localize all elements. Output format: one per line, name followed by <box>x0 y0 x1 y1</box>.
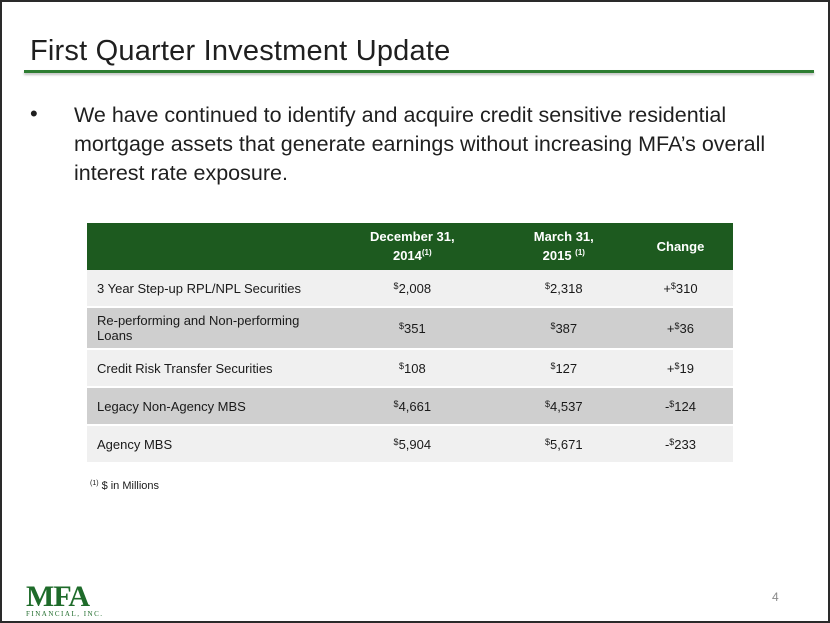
table-row: Legacy Non-Agency MBS $4,661 $4,537 -$124 <box>87 386 733 425</box>
header-dec-footnote: (1) <box>421 248 432 257</box>
cell-change: -$124 <box>627 386 733 425</box>
table-header-row: December 31, 2014(1) March 31, 2015 (1) … <box>87 223 733 270</box>
currency-symbol: $ <box>550 320 556 331</box>
currency-symbol: $ <box>669 436 675 447</box>
cell-value: 351 <box>403 320 426 336</box>
header-change: Change <box>627 223 733 270</box>
investment-table: December 31, 2014(1) March 31, 2015 (1) … <box>87 223 733 462</box>
bullet-text: We have continued to identify and acquir… <box>74 103 766 185</box>
change-value: 233 <box>674 436 696 452</box>
table-body: 3 Year Step-up RPL/NPL Securities $2,008 $… <box>87 270 733 462</box>
header-mar-line2: 2015 <box>542 248 576 263</box>
header-december-2014: December 31, 2014(1) <box>325 223 500 270</box>
cell-mar-2015: $4,537 <box>499 386 628 425</box>
currency-symbol: $ <box>393 280 399 291</box>
currency-symbol: $ <box>674 360 680 371</box>
currency-symbol: $ <box>393 436 399 447</box>
currency-symbol: $ <box>545 398 551 409</box>
cell-mar-2015: $127 <box>499 348 628 387</box>
change-sign: + <box>666 360 675 376</box>
row-label: Re-performing and Non-performing Loans <box>87 306 325 349</box>
slide-title: First Quarter Investment Update <box>30 35 451 67</box>
cell-value: 2,008 <box>398 280 432 296</box>
bullet-icon: • <box>30 101 38 126</box>
table-row: Agency MBS $5,904 $5,671 -$233 <box>87 424 733 462</box>
footnote-marker: (1) <box>90 480 99 487</box>
footnote: (1) $ in Millions <box>90 480 159 492</box>
cell-value: 127 <box>555 360 578 376</box>
cell-value: 2,318 <box>550 280 583 296</box>
cell-dec-2014: $351 <box>325 306 500 349</box>
table-row: Credit Risk Transfer Securities $108 $127 +… <box>87 348 733 387</box>
cell-mar-2015: $5,671 <box>499 424 628 462</box>
cell-value: 4,661 <box>398 398 432 414</box>
cell-mar-2015: $2,318 <box>499 270 628 307</box>
currency-symbol: $ <box>545 280 551 291</box>
currency-symbol: $ <box>669 398 675 409</box>
change-value: 36 <box>679 320 694 336</box>
row-label: 3 Year Step-up RPL/NPL Securities <box>87 270 325 307</box>
cell-dec-2014: $108 <box>325 348 500 387</box>
header-dec-line2: 2014 <box>392 248 422 263</box>
currency-symbol: $ <box>670 280 676 291</box>
bullet-point: • We have continued to identify and acqu… <box>30 101 790 188</box>
cell-value: 5,671 <box>550 436 583 452</box>
footnote-text: $ in Millions <box>101 480 160 492</box>
currency-symbol: $ <box>398 360 404 371</box>
logo-subtitle: FINANCIAL, INC. <box>26 610 104 618</box>
table-row: 3 Year Step-up RPL/NPL Securities $2,008 $… <box>87 270 733 307</box>
change-sign: - <box>664 398 670 414</box>
cell-change: -$233 <box>627 424 733 462</box>
logo-wordmark: MFA <box>26 580 90 613</box>
change-sign: - <box>664 436 670 452</box>
change-sign: + <box>666 320 675 336</box>
row-label: Agency MBS <box>87 424 325 462</box>
header-dec-line1: December 31, <box>370 229 455 244</box>
cell-dec-2014: $2,008 <box>325 270 500 307</box>
cell-change: +$36 <box>627 306 733 349</box>
cell-change: +$19 <box>627 348 733 387</box>
change-value: 19 <box>679 360 694 376</box>
title-underline <box>24 70 814 73</box>
table-row: Re-performing and Non-performing Loans $3… <box>87 306 733 349</box>
header-label <box>87 223 325 270</box>
change-sign: + <box>663 280 671 296</box>
cell-value: 108 <box>403 360 426 376</box>
row-label: Legacy Non-Agency MBS <box>87 386 325 425</box>
currency-symbol: $ <box>550 360 556 371</box>
row-label: Credit Risk Transfer Securities <box>87 348 325 387</box>
currency-symbol: $ <box>398 320 404 331</box>
page-number: 4 <box>772 590 779 604</box>
cell-value: 5,904 <box>398 436 432 452</box>
cell-value: 4,537 <box>550 398 583 414</box>
mfa-logo: MFA FINANCIAL, INC. <box>26 580 104 618</box>
change-value: 124 <box>674 398 696 414</box>
currency-symbol: $ <box>545 436 551 447</box>
cell-dec-2014: $5,904 <box>325 424 500 462</box>
cell-mar-2015: $387 <box>499 306 628 349</box>
cell-dec-2014: $4,661 <box>325 386 500 425</box>
currency-symbol: $ <box>674 320 680 331</box>
header-mar-line1: March 31, <box>533 229 594 244</box>
cell-value: 387 <box>555 320 578 336</box>
cell-change: +$310 <box>627 270 733 307</box>
change-value: 310 <box>675 280 698 296</box>
currency-symbol: $ <box>393 398 399 409</box>
header-mar-footnote: (1) <box>575 248 585 257</box>
header-march-2015: March 31, 2015 (1) <box>499 223 628 270</box>
